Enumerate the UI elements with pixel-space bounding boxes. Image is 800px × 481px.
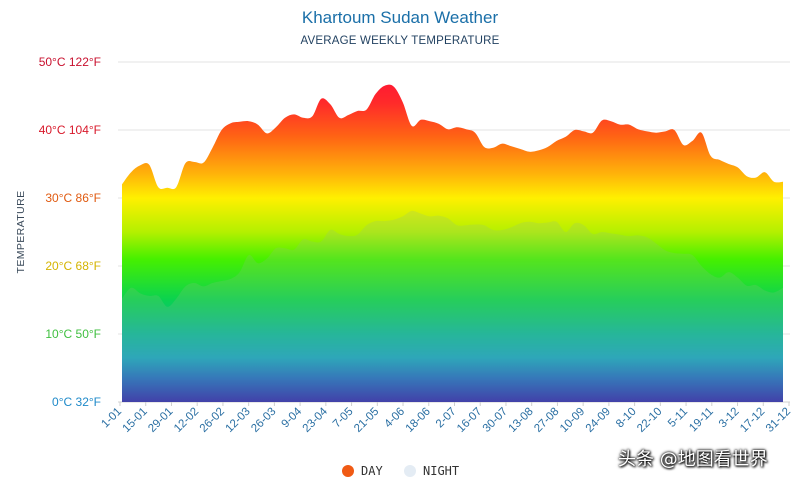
x-tick-label: 17-12 — [738, 406, 767, 435]
x-tick-label: 18-06 — [404, 406, 433, 435]
y-axis: 0°C 32°F 10°C 50°F 20°C 68°F 30°C 86°F 40°C … — [39, 55, 101, 409]
x-tick-label: 13-08 — [507, 406, 536, 435]
x-tick-label: 31-12 — [764, 406, 793, 435]
series-area-night — [122, 210, 783, 402]
y-tick-label: 10°C 50°F — [45, 327, 101, 341]
x-tick-label: 16-07 — [455, 406, 484, 435]
series-area-day — [122, 84, 783, 403]
y-tick-label: 20°C 68°F — [45, 259, 101, 273]
x-tick-label: 21-05 — [352, 406, 381, 435]
legend-label-day: DAY — [361, 464, 383, 478]
y-tick-label: 50°C 122°F — [39, 55, 101, 69]
x-tick-label: 29-01 — [146, 406, 175, 435]
x-tick-label: 10-09 — [558, 406, 587, 435]
x-tick-label: 24-09 — [584, 406, 613, 435]
x-tick-label: 19-11 — [687, 406, 716, 435]
x-tick-label: 30-07 — [481, 406, 510, 435]
y-tick-label: 40°C 104°F — [39, 123, 101, 137]
y-axis-label: TEMPERATURE — [15, 191, 27, 274]
chart-title: Khartoum Sudan Weather — [301, 8, 499, 27]
y-tick-label: 0°C 32°F — [52, 395, 101, 409]
legend-label-night: NIGHT — [423, 464, 459, 478]
legend: DAY NIGHT — [342, 464, 459, 478]
legend-marker-day — [342, 465, 354, 477]
x-tick-label: 27-08 — [532, 406, 561, 435]
x-tick-label: 12-03 — [223, 406, 252, 435]
watermark-logo: 头条 @地图看世界 — [618, 449, 768, 470]
x-tick-label: 26-02 — [198, 406, 227, 435]
x-tick-label: 12-02 — [172, 406, 201, 435]
x-tick-label: 26-03 — [249, 406, 278, 435]
x-tick-label: 15-01 — [121, 406, 150, 435]
legend-item-night[interactable]: NIGHT — [404, 464, 459, 478]
legend-marker-night — [404, 465, 416, 477]
x-tick-label: 23-04 — [301, 405, 331, 435]
y-tick-label: 30°C 86°F — [45, 191, 101, 205]
legend-item-day[interactable]: DAY — [342, 464, 383, 478]
x-tick-label: 22-10 — [635, 406, 664, 435]
chart-subtitle: AVERAGE WEEKLY TEMPERATURE — [300, 35, 500, 47]
plot-area — [122, 84, 783, 403]
